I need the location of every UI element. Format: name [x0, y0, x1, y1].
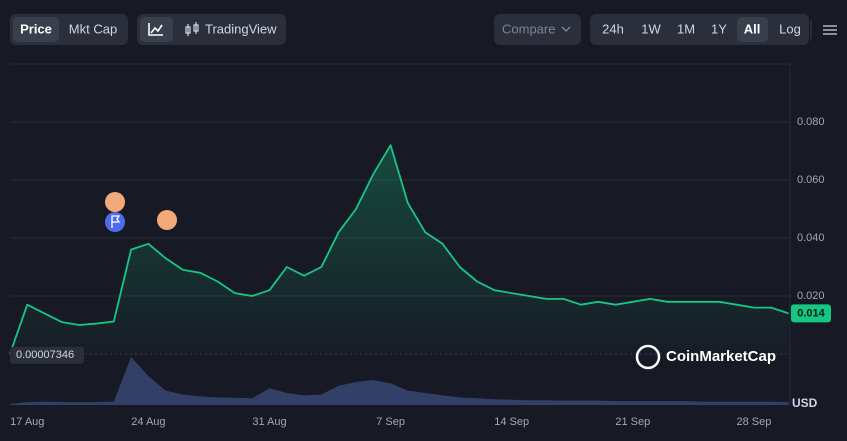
- range-button[interactable]: 1W: [641, 21, 661, 36]
- price-line: [9, 144, 789, 355]
- candle-icon: [185, 22, 199, 36]
- line-icon: [148, 23, 163, 36]
- min-price-badge: [10, 346, 84, 364]
- y-tick-label: 0.020: [797, 290, 825, 302]
- log-button[interactable]: Log: [779, 21, 801, 36]
- event-marker[interactable]: [157, 210, 177, 230]
- x-tick-label: 24 Aug: [131, 416, 165, 428]
- range-button[interactable]: 24h: [602, 21, 624, 36]
- mktcap-tab-label[interactable]: Mkt Cap: [69, 21, 117, 36]
- price-tab[interactable]: [13, 17, 59, 42]
- y-tick-label: 0.080: [797, 116, 825, 128]
- x-tick-label: 28 Sep: [736, 416, 771, 428]
- current-price: 0.014: [797, 307, 825, 319]
- range-button[interactable]: 1M: [677, 21, 695, 36]
- chevron: [561, 26, 571, 33]
- settings-icon[interactable]: [823, 25, 837, 35]
- min-price-label: 0.00007346: [16, 349, 74, 361]
- all-active: [737, 17, 768, 42]
- x-tick-label: 7 Sep: [376, 416, 405, 428]
- event-marker[interactable]: [105, 192, 125, 212]
- y-tick-label: 0.060: [797, 174, 825, 186]
- volume-area: [10, 357, 789, 405]
- price-tab-label[interactable]: Price: [20, 21, 52, 36]
- x-tick-label: 31 Aug: [252, 416, 286, 428]
- flag-icon: [111, 215, 121, 228]
- currency-label: USD: [792, 396, 818, 410]
- compare-label[interactable]: Compare: [502, 21, 555, 36]
- x-tick-label: 21 Sep: [615, 416, 650, 428]
- range-button[interactable]: 1Y: [711, 21, 727, 36]
- tradingview-label[interactable]: TradingView: [205, 21, 277, 36]
- chart-style-toggle: [137, 14, 286, 45]
- compare-dropdown[interactable]: [494, 14, 581, 45]
- current-price-badge: [791, 304, 831, 323]
- price-area: [10, 145, 789, 354]
- y-tick-label: 0.040: [797, 232, 825, 244]
- x-tick-label: 14 Sep: [494, 416, 529, 428]
- range-button[interactable]: All: [744, 21, 761, 36]
- x-tick-label: 17 Aug: [10, 416, 44, 428]
